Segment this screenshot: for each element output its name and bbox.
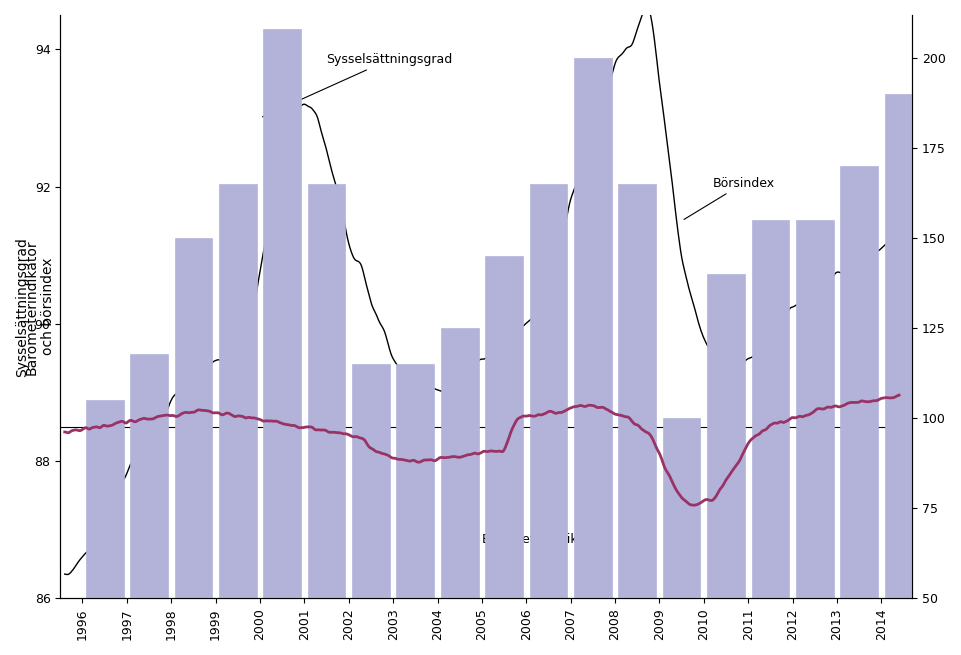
Bar (219, 184, 257, 599)
Bar (86, 400, 124, 599)
Bar (175, 238, 212, 599)
Bar (441, 328, 479, 599)
Bar (885, 94, 923, 599)
Bar (796, 220, 833, 599)
Text: Börsindex: Börsindex (684, 177, 775, 219)
Bar (663, 419, 701, 599)
Bar (308, 184, 345, 599)
Text: Barometerindikator: Barometerindikator (481, 464, 604, 546)
Bar (707, 274, 745, 599)
Text: Sysselsättningsgrad: Sysselsättningsgrad (262, 53, 453, 117)
Bar (530, 184, 567, 599)
Bar (574, 58, 612, 599)
Y-axis label: Barometerindikator
och börsindex: Barometerindikator och börsindex (25, 239, 55, 375)
Bar (618, 184, 656, 599)
Bar (130, 354, 168, 599)
Bar (840, 166, 878, 599)
Bar (752, 220, 789, 599)
Bar (352, 364, 390, 599)
Bar (397, 364, 434, 599)
Bar (485, 256, 523, 599)
Y-axis label: Sysselsättningsgrad: Sysselsättningsgrad (15, 236, 29, 377)
Bar (263, 29, 301, 599)
